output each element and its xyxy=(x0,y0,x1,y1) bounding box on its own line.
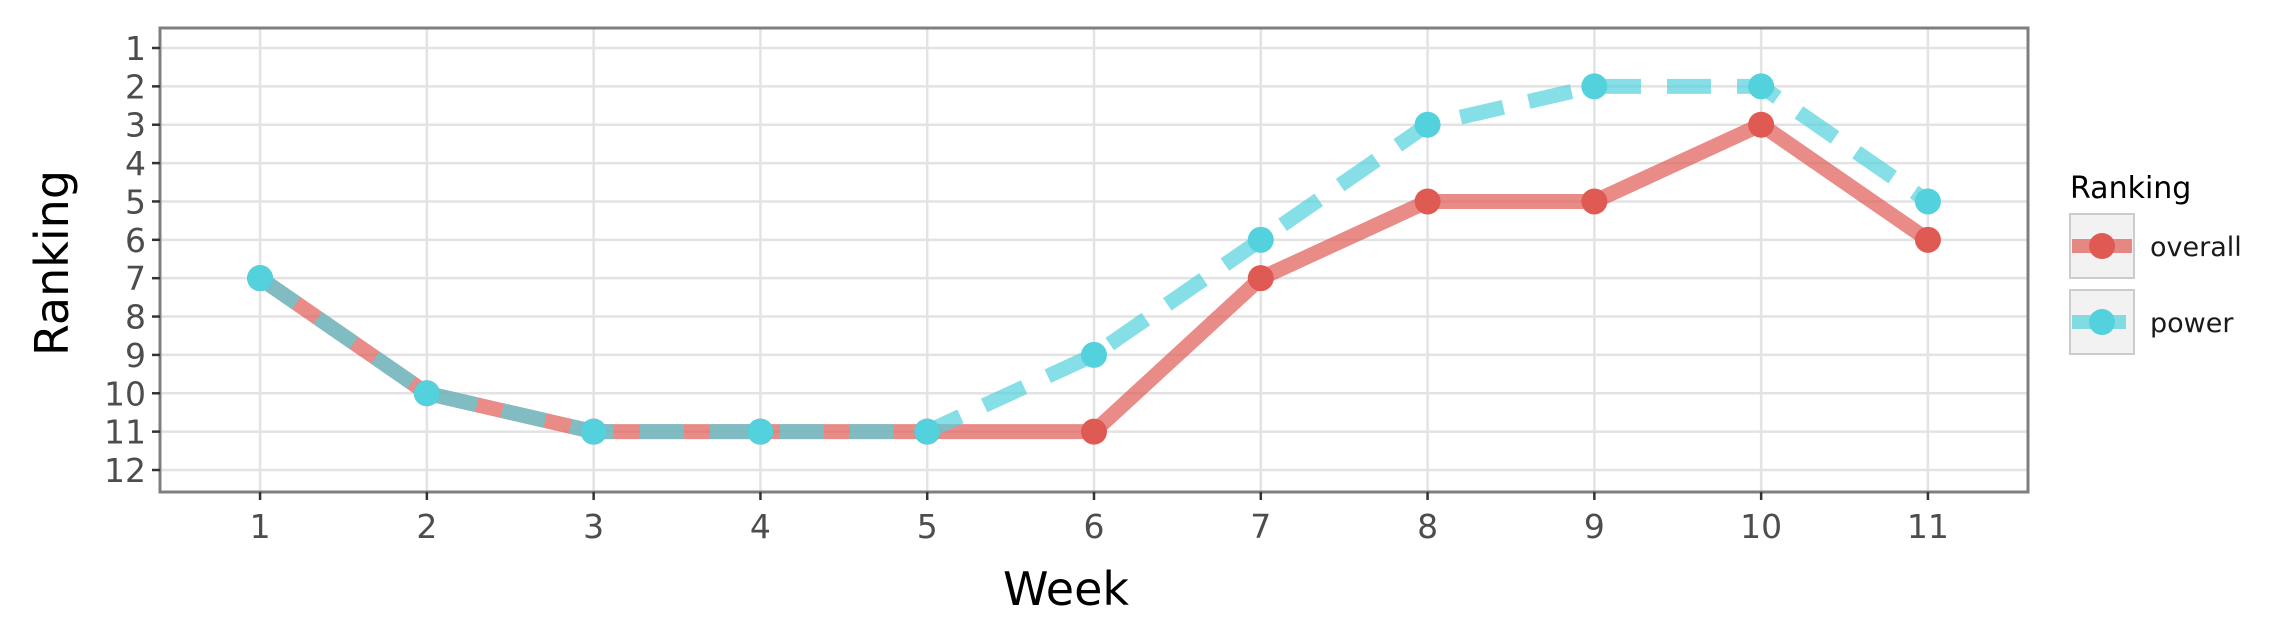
x-tick-label: 4 xyxy=(750,507,771,546)
data-point-overall xyxy=(1914,226,1941,253)
x-tick-label: 3 xyxy=(583,507,604,546)
y-tick-label: 2 xyxy=(125,67,146,106)
series-line-power xyxy=(255,78,1933,440)
x-axis-title: Week xyxy=(1003,562,1129,616)
data-point-overall xyxy=(1748,111,1775,138)
data-point-power xyxy=(580,418,607,445)
y-tick-label: 5 xyxy=(125,182,146,221)
data-point-overall xyxy=(1081,418,1107,445)
x-tick-label: 5 xyxy=(917,507,938,546)
data-point-power xyxy=(247,265,274,292)
x-tick-label: 11 xyxy=(1907,507,1949,546)
x-tick-label: 7 xyxy=(1250,507,1271,546)
y-tick-label: 12 xyxy=(104,451,146,490)
legend-key-point-overall xyxy=(2089,233,2115,259)
x-tick-label: 9 xyxy=(1584,507,1605,546)
x-tick-label: 6 xyxy=(1084,507,1105,546)
data-point-overall xyxy=(1247,265,1274,292)
legend-label-overall: overall xyxy=(2150,232,2242,263)
legend-label-power: power xyxy=(2150,308,2234,339)
data-point-overall xyxy=(1581,188,1608,215)
data-point-power xyxy=(914,418,941,445)
y-tick-label: 9 xyxy=(125,336,146,375)
data-point-power xyxy=(1748,73,1775,100)
data-point-power xyxy=(1581,73,1608,100)
y-tick-label: 3 xyxy=(125,106,146,145)
data-point-overall xyxy=(1414,188,1441,215)
y-tick-label: 1 xyxy=(125,29,146,68)
x-tick-label: 8 xyxy=(1417,507,1438,546)
series-layer xyxy=(247,73,1941,445)
y-tick-label: 8 xyxy=(125,298,146,337)
legend-key-point-power xyxy=(2089,309,2115,335)
y-axis-title: Ranking xyxy=(25,170,79,356)
legend-title: Ranking xyxy=(2070,171,2191,206)
legend: Ranking overall power xyxy=(2069,171,2242,355)
data-point-power xyxy=(747,418,774,445)
x-tick-label: 10 xyxy=(1740,507,1782,546)
data-point-power xyxy=(1081,341,1107,368)
y-tick-label: 11 xyxy=(104,413,146,452)
data-point-power xyxy=(413,380,440,407)
y-tick-label: 10 xyxy=(104,374,146,413)
y-tick-label: 6 xyxy=(125,221,146,260)
y-tick-label: 4 xyxy=(125,144,146,183)
data-point-power xyxy=(1247,226,1274,253)
x-tick-label: 1 xyxy=(250,507,271,546)
data-point-power xyxy=(1914,188,1941,215)
y-tick-label: 7 xyxy=(125,259,146,298)
data-point-power xyxy=(1414,111,1441,138)
x-tick-label: 2 xyxy=(416,507,437,546)
